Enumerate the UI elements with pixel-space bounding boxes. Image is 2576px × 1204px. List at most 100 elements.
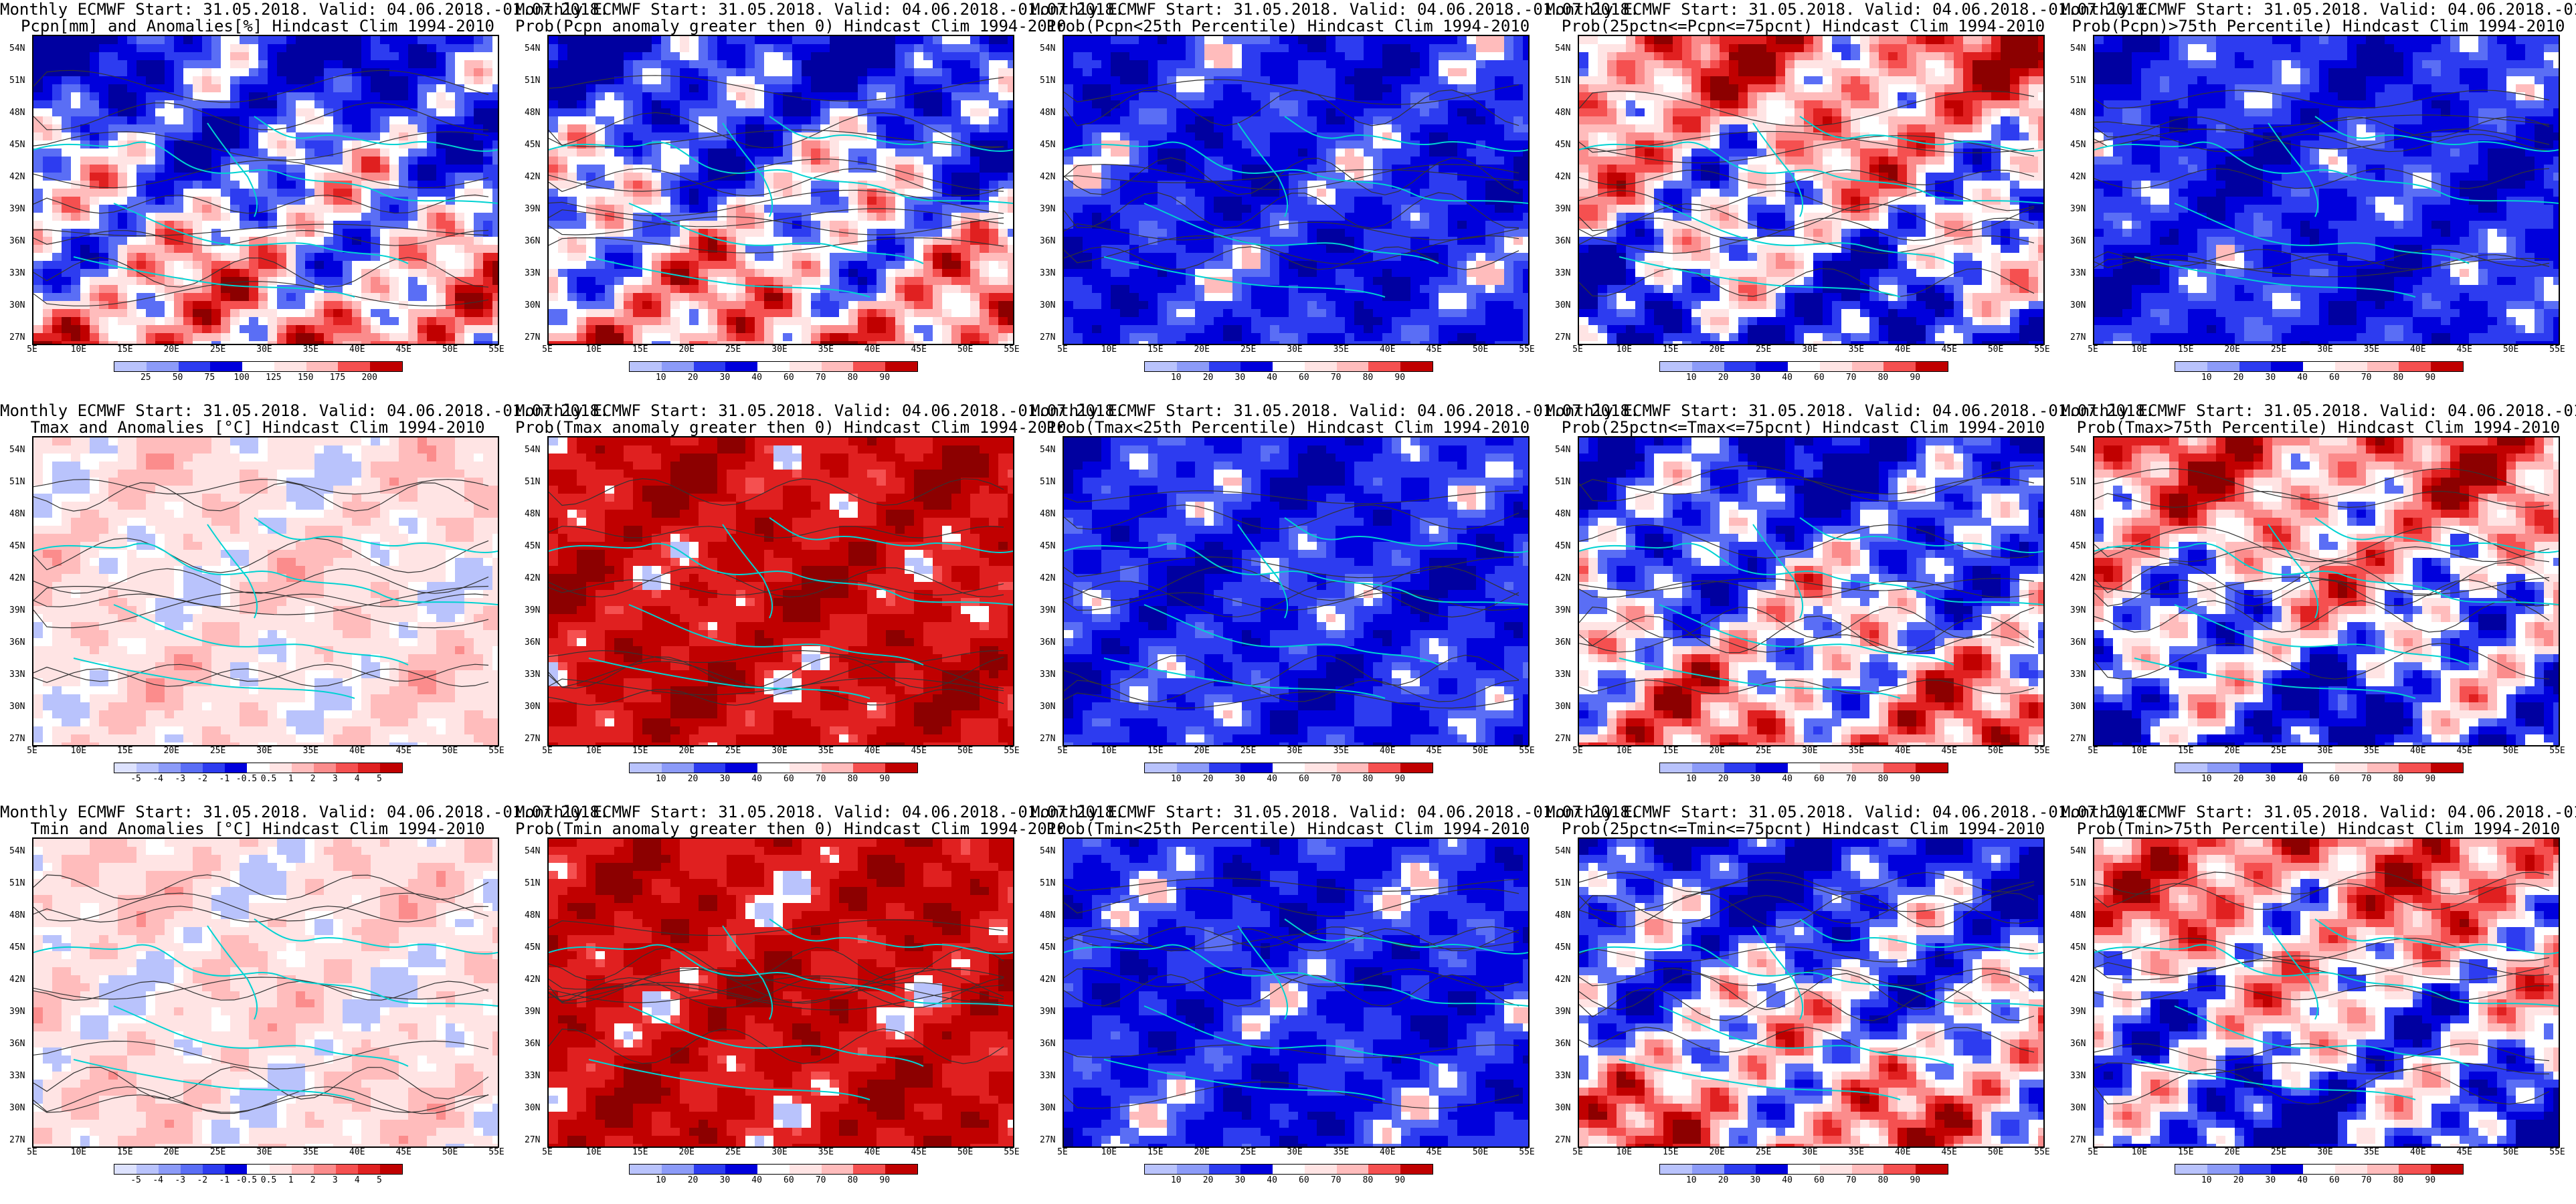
panel-title: Prob(Tmax>75th Percentile) Hindcast Clim… <box>2061 419 2576 435</box>
colorbar-tick-label: 200 <box>361 373 377 382</box>
contour-line <box>2094 1068 2550 1105</box>
lon-label: 30E <box>256 746 272 755</box>
colorbar-tick-label: 5 <box>377 1176 382 1185</box>
lat-label: 42N <box>9 975 25 984</box>
coastline <box>1799 116 2043 153</box>
lon-label: 20E <box>2224 345 2239 354</box>
lat-label: 36N <box>9 1039 25 1048</box>
coastline <box>1103 256 1386 298</box>
contour-line <box>1579 615 2035 654</box>
lat-label: 45N <box>525 140 540 149</box>
contour-line <box>549 982 1004 1003</box>
contour-line <box>1064 1044 1520 1058</box>
colorbar-tick-label: 80 <box>1878 373 1889 382</box>
lon-label: 35E <box>818 1148 834 1157</box>
coastline <box>113 604 409 666</box>
coastline <box>628 203 924 264</box>
lon-label: 20E <box>1194 746 1209 755</box>
lat-label: 27N <box>2070 333 2086 342</box>
lon-label: 30E <box>256 345 272 354</box>
colorbar-tick-label: 20 <box>688 775 699 783</box>
contour-line <box>549 677 1004 696</box>
panel-title: Prob(Pcpn)>75th Percentile) Hindcast Cli… <box>2061 18 2576 34</box>
coastline <box>2134 1059 2416 1100</box>
contour-line <box>33 977 489 1000</box>
lon-label: 35E <box>1333 1148 1349 1157</box>
colorbar-segment <box>247 1165 270 1174</box>
colorbar-tick-label: 60 <box>1299 373 1309 382</box>
lon-label: 55E <box>2549 345 2565 354</box>
colorbar-segment <box>2431 763 2464 773</box>
lat-label: 45N <box>2070 943 2086 952</box>
contour-line <box>33 482 489 512</box>
contour-line <box>33 874 489 900</box>
map-area <box>2093 35 2560 345</box>
lon-label: 25E <box>1240 345 1256 354</box>
contour-line <box>33 1086 489 1114</box>
colorbar-tick-label: 4 <box>355 1176 360 1185</box>
lat-label: 45N <box>1040 140 1055 149</box>
contour-line <box>33 981 489 1001</box>
lat-label: 36N <box>1040 638 1055 647</box>
colorbar-tick-label: 70 <box>1331 1176 1342 1185</box>
contour-line <box>549 567 1004 598</box>
colorbar <box>1659 1164 1948 1175</box>
panel-header-line: Monthly ECMWF Start: 31.05.2018. Valid: … <box>0 804 609 820</box>
contour-line <box>2094 258 2550 278</box>
colorbar-segment <box>357 1165 380 1174</box>
colorbar-tick-label: 20 <box>1718 373 1729 382</box>
colorbar-segment <box>2334 763 2367 773</box>
contour-line <box>1579 580 2035 598</box>
coastline <box>549 944 1013 1007</box>
lon-label: 30E <box>771 345 787 354</box>
lon-label: 35E <box>1849 345 1864 354</box>
colorbar-tick-label: 60 <box>784 373 794 382</box>
contour-line <box>1064 691 1520 709</box>
lon-label: 40E <box>864 746 880 755</box>
contour-line <box>549 189 1004 217</box>
contour-line <box>549 919 1004 936</box>
coastline <box>1237 122 1289 217</box>
lon-label: 45E <box>395 746 411 755</box>
lat-label: 33N <box>525 1072 540 1080</box>
colorbar-segment <box>693 362 726 371</box>
map-area <box>32 35 499 345</box>
lon-label: 40E <box>2410 746 2425 755</box>
lon-label: 5E <box>27 746 37 755</box>
coastline <box>33 944 498 1007</box>
map-panel: Monthly ECMWF Start: 31.05.2018. Valid: … <box>1546 401 2154 803</box>
colorbar-tick-label: 20 <box>1718 775 1729 783</box>
colorbar-segment <box>2239 362 2272 371</box>
coastline <box>2094 944 2559 1007</box>
lat-label: 27N <box>525 1136 540 1144</box>
lon-label: 5E <box>2088 746 2098 755</box>
lon-label: 10E <box>1617 345 1632 354</box>
lon-label: 20E <box>2224 746 2239 755</box>
colorbar-tick-label: 90 <box>2425 373 2435 382</box>
coastline <box>1064 542 1528 605</box>
contour-line <box>549 526 1004 538</box>
colorbar-segment <box>203 1165 225 1174</box>
lon-label: 15E <box>1147 746 1163 755</box>
lon-label: 50E <box>442 746 458 755</box>
lat-label: 39N <box>1555 606 1570 615</box>
colorbar-tick-label: 90 <box>1910 1176 1920 1185</box>
lon-label: 50E <box>1988 746 2003 755</box>
lon-label: 35E <box>818 746 834 755</box>
lat-label: 39N <box>1555 205 1570 213</box>
colorbar-tick-label: 40 <box>2297 1176 2308 1185</box>
contour-line <box>1579 169 2035 186</box>
lat-label: 42N <box>9 173 25 181</box>
lat-label: 36N <box>525 1039 540 1048</box>
coastline <box>628 1005 924 1067</box>
colorbar-segment <box>379 1165 403 1174</box>
colorbar-segment <box>661 362 694 371</box>
lat-label: 48N <box>9 911 25 920</box>
colorbar-segment <box>1368 1165 1401 1174</box>
colorbar-segment <box>1336 362 1369 371</box>
contour-line <box>1064 556 1520 579</box>
lon-label: 50E <box>1988 345 2003 354</box>
colorbar-segment <box>291 1165 314 1174</box>
lon-label: 5E <box>2088 345 2098 354</box>
map-panel: Monthly ECMWF Start: 31.05.2018. Valid: … <box>1030 0 1639 401</box>
